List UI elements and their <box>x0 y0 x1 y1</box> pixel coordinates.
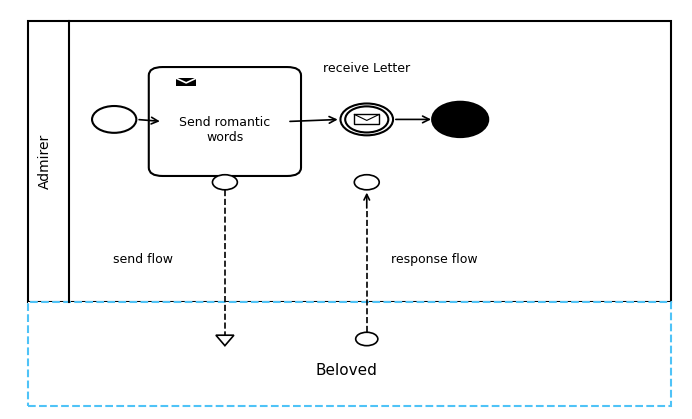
Circle shape <box>354 175 379 190</box>
Text: Admirer: Admirer <box>38 134 52 189</box>
FancyBboxPatch shape <box>28 21 671 302</box>
FancyBboxPatch shape <box>354 114 379 124</box>
FancyBboxPatch shape <box>28 302 671 406</box>
Text: Send romantic
words: Send romantic words <box>179 116 271 144</box>
Circle shape <box>92 106 136 133</box>
Circle shape <box>212 175 237 190</box>
FancyBboxPatch shape <box>149 67 301 176</box>
Circle shape <box>434 103 486 135</box>
Text: Beloved: Beloved <box>315 363 377 378</box>
FancyBboxPatch shape <box>176 78 196 86</box>
Circle shape <box>356 332 378 346</box>
Text: response flow: response flow <box>391 253 477 266</box>
Circle shape <box>340 103 393 135</box>
Circle shape <box>345 106 388 132</box>
Text: send flow: send flow <box>113 253 173 266</box>
Text: receive Letter: receive Letter <box>323 62 410 75</box>
